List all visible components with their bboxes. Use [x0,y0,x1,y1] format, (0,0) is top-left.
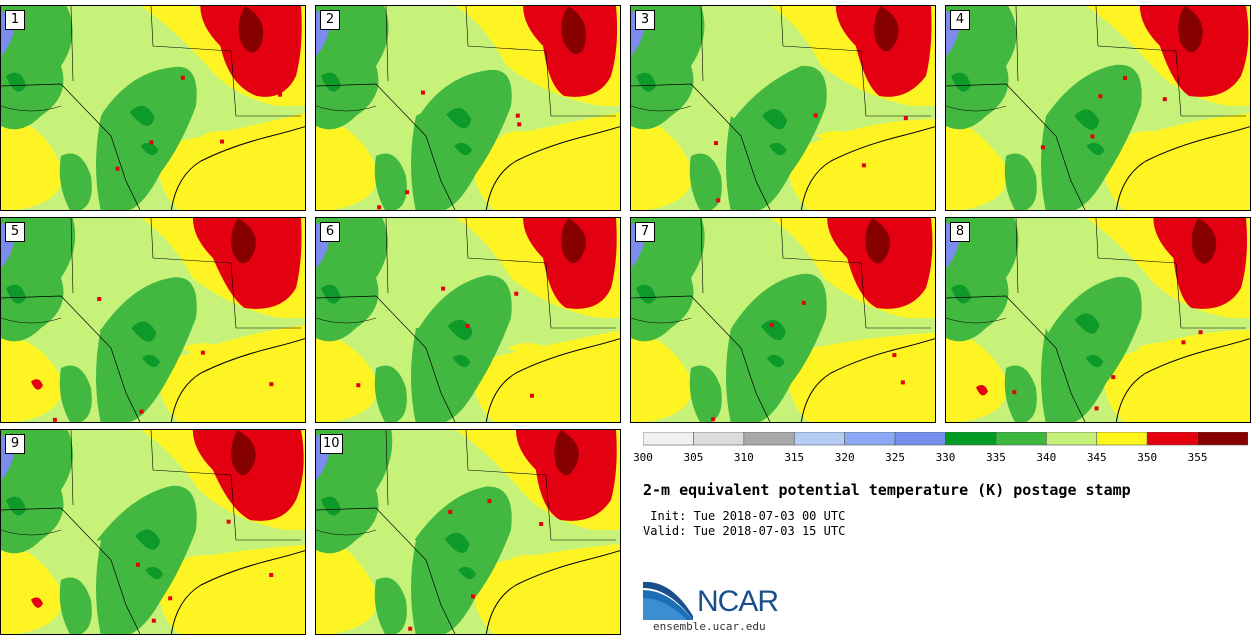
colorbar-tick-label: 345 [1086,451,1107,464]
member-number: 7 [635,222,655,242]
ncar-logo-text: NCAR [697,585,779,618]
member-number: 8 [950,222,970,242]
colorbar-segment [894,432,946,446]
colorbar-segment [1096,432,1148,446]
stamp-map [1,430,305,634]
colorbar-segment [793,432,845,446]
postage-stamp-panel: 9 [0,429,306,635]
postage-stamp-panel: 5 [0,217,306,423]
postage-stamp-panel: 3 [630,5,936,211]
member-number: 1 [5,10,25,30]
postage-stamp-panel: 1 [0,5,306,211]
plot-title: 2-m equivalent potential temperature (K)… [643,481,1131,499]
postage-stamp-panel: 7 [630,217,936,423]
stamp-map [316,6,620,210]
stamp-map [1,218,305,422]
colorbar-tick-label: 340 [1036,451,1057,464]
colorbar-segment [844,432,896,446]
colorbar-segment [1046,432,1098,446]
member-number: 10 [320,434,343,454]
stamp-map [631,6,935,210]
stamp-map [1,6,305,210]
member-number: 9 [5,434,25,454]
postage-stamp-panel: 6 [315,217,621,423]
valid-time: Valid: Tue 2018-07-03 15 UTC [643,524,846,538]
postage-stamp-panel: 4 [945,5,1251,211]
colorbar-segment [995,432,1047,446]
member-number: 6 [320,222,340,242]
colorbar-tick-label: 305 [683,451,704,464]
colorbar-segment [743,432,795,446]
colorbar-tick-label: 325 [885,451,906,464]
postage-stamp-panel: 10 [315,429,621,635]
colorbar [643,432,1248,446]
colorbar-segment [1197,432,1248,446]
stamp-map [631,218,935,422]
colorbar-segment [693,432,745,446]
colorbar-tick-label: 330 [935,451,956,464]
stamp-map [946,218,1250,422]
member-number: 5 [5,222,25,242]
member-number: 3 [635,10,655,30]
postage-stamp-panel: 2 [315,5,621,211]
stamp-map [316,430,620,634]
colorbar-tick-label: 355 [1187,451,1208,464]
colorbar-tick-label: 335 [985,451,1006,464]
postage-stamp-panel: 8 [945,217,1251,423]
stamp-map [946,6,1250,210]
colorbar-tick-label: 350 [1137,451,1158,464]
member-number: 2 [320,10,340,30]
colorbar-segment [945,432,997,446]
colorbar-segment [643,432,694,446]
colorbar-tick-label: 300 [633,451,653,464]
ncar-logo-icon [643,581,693,620]
init-time: Init: Tue 2018-07-03 00 UTC [643,509,846,523]
colorbar-segment [1146,432,1198,446]
ensemble-url: ensemble.ucar.edu [653,620,766,633]
stamp-map [316,218,620,422]
colorbar-tick-label: 320 [834,451,855,464]
colorbar-tick-label: 310 [733,451,754,464]
colorbar-tick-label: 315 [784,451,805,464]
member-number: 4 [950,10,970,30]
